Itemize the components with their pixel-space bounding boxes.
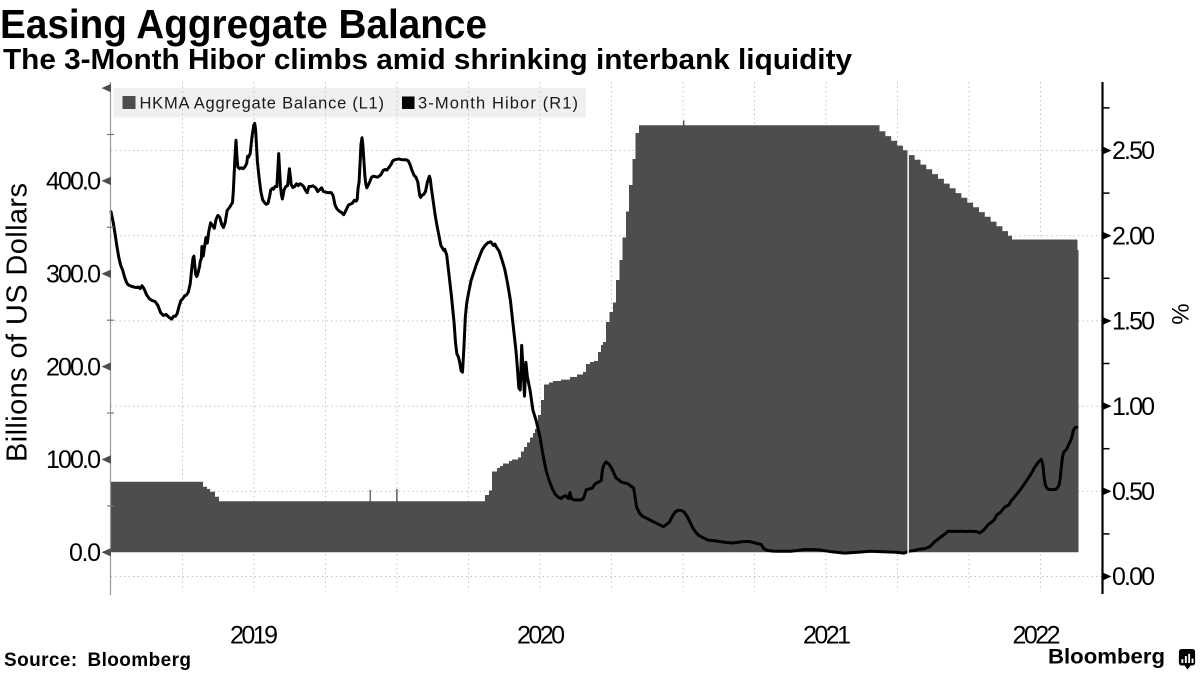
svg-text:Bloomberg: Bloomberg <box>1048 645 1165 669</box>
svg-text:200.0: 200.0 <box>46 353 101 381</box>
svg-text:%: % <box>1166 303 1193 324</box>
svg-text:2.50: 2.50 <box>1112 137 1155 165</box>
svg-text:2020: 2020 <box>517 622 565 650</box>
svg-text:1.50: 1.50 <box>1112 308 1155 336</box>
svg-text:300.0: 300.0 <box>46 261 101 289</box>
svg-text:0.00: 0.00 <box>1112 563 1155 591</box>
svg-text:2019: 2019 <box>230 622 278 650</box>
svg-text:1.00: 1.00 <box>1112 393 1155 421</box>
svg-text:400.0: 400.0 <box>46 168 101 196</box>
svg-text:2021: 2021 <box>803 622 851 650</box>
svg-text:HKMA Aggregate Balance (L1): HKMA Aggregate Balance (L1) <box>140 95 385 113</box>
svg-text:3-Month Hibor (R1): 3-Month Hibor (R1) <box>418 95 578 113</box>
svg-text:Easing Aggregate Balance: Easing Aggregate Balance <box>0 1 487 47</box>
svg-text:0.0: 0.0 <box>69 539 101 567</box>
svg-text:100.0: 100.0 <box>46 446 101 474</box>
svg-text:Billions of US Dollars: Billions of US Dollars <box>2 183 34 462</box>
svg-text:2022: 2022 <box>1013 622 1061 650</box>
svg-text:The 3-Month Hibor climbs amid: The 3-Month Hibor climbs amid shrinking … <box>3 44 852 76</box>
svg-text:0.50: 0.50 <box>1112 478 1155 506</box>
svg-text:2.00: 2.00 <box>1112 222 1155 250</box>
svg-text:Source: Bloomberg: Source: Bloomberg <box>4 650 191 671</box>
